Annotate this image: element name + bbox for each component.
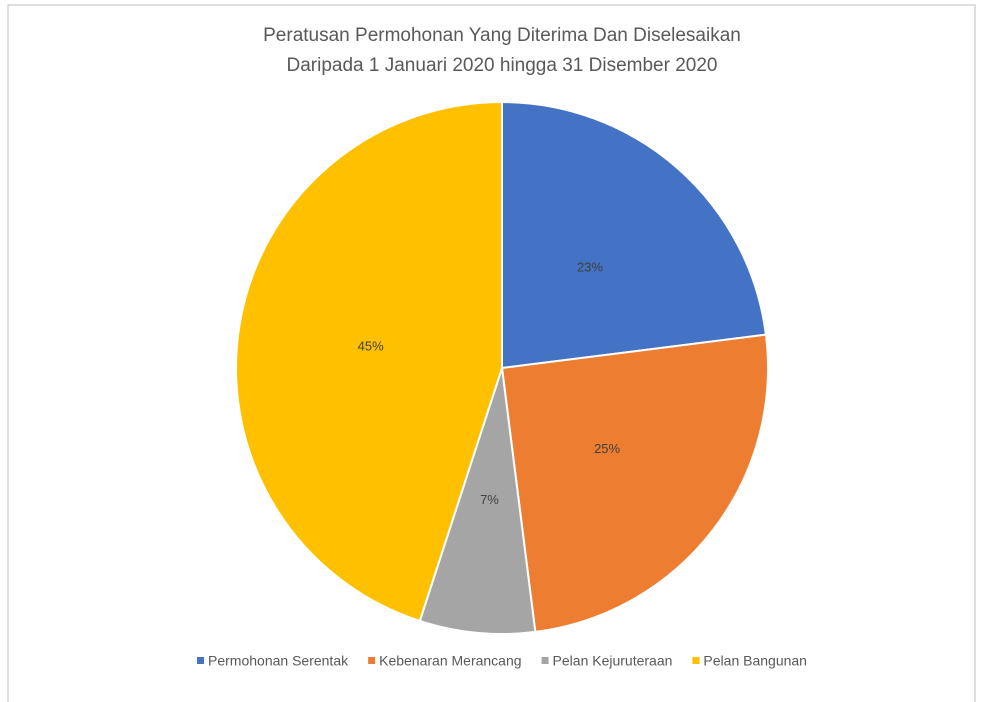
legend-label: Pelan Kejuruteraan (553, 653, 673, 669)
legend-label: Permohonan Serentak (208, 653, 349, 669)
pie-slice (501, 100, 768, 370)
legend-marker (692, 657, 700, 664)
legend-label: Kebenaran Merancang (379, 653, 521, 669)
pie-slice (500, 333, 769, 634)
legend-label: Pelan Bangunan (703, 653, 807, 669)
data-label: 23% (577, 260, 603, 275)
pie-slice (418, 367, 537, 635)
legend-marker (197, 657, 205, 664)
chart-title: Daripada 1 Januari 2020 hingga 31 Disemb… (287, 55, 718, 76)
data-label: 25% (594, 441, 620, 456)
legend-marker (541, 657, 549, 664)
pie-slice (235, 100, 503, 623)
data-label: 45% (358, 339, 384, 354)
legend-marker (368, 657, 376, 664)
chart-title: Peratusan Permohonan Yang Diterima Dan D… (263, 25, 741, 46)
data-label: 7% (480, 492, 499, 507)
